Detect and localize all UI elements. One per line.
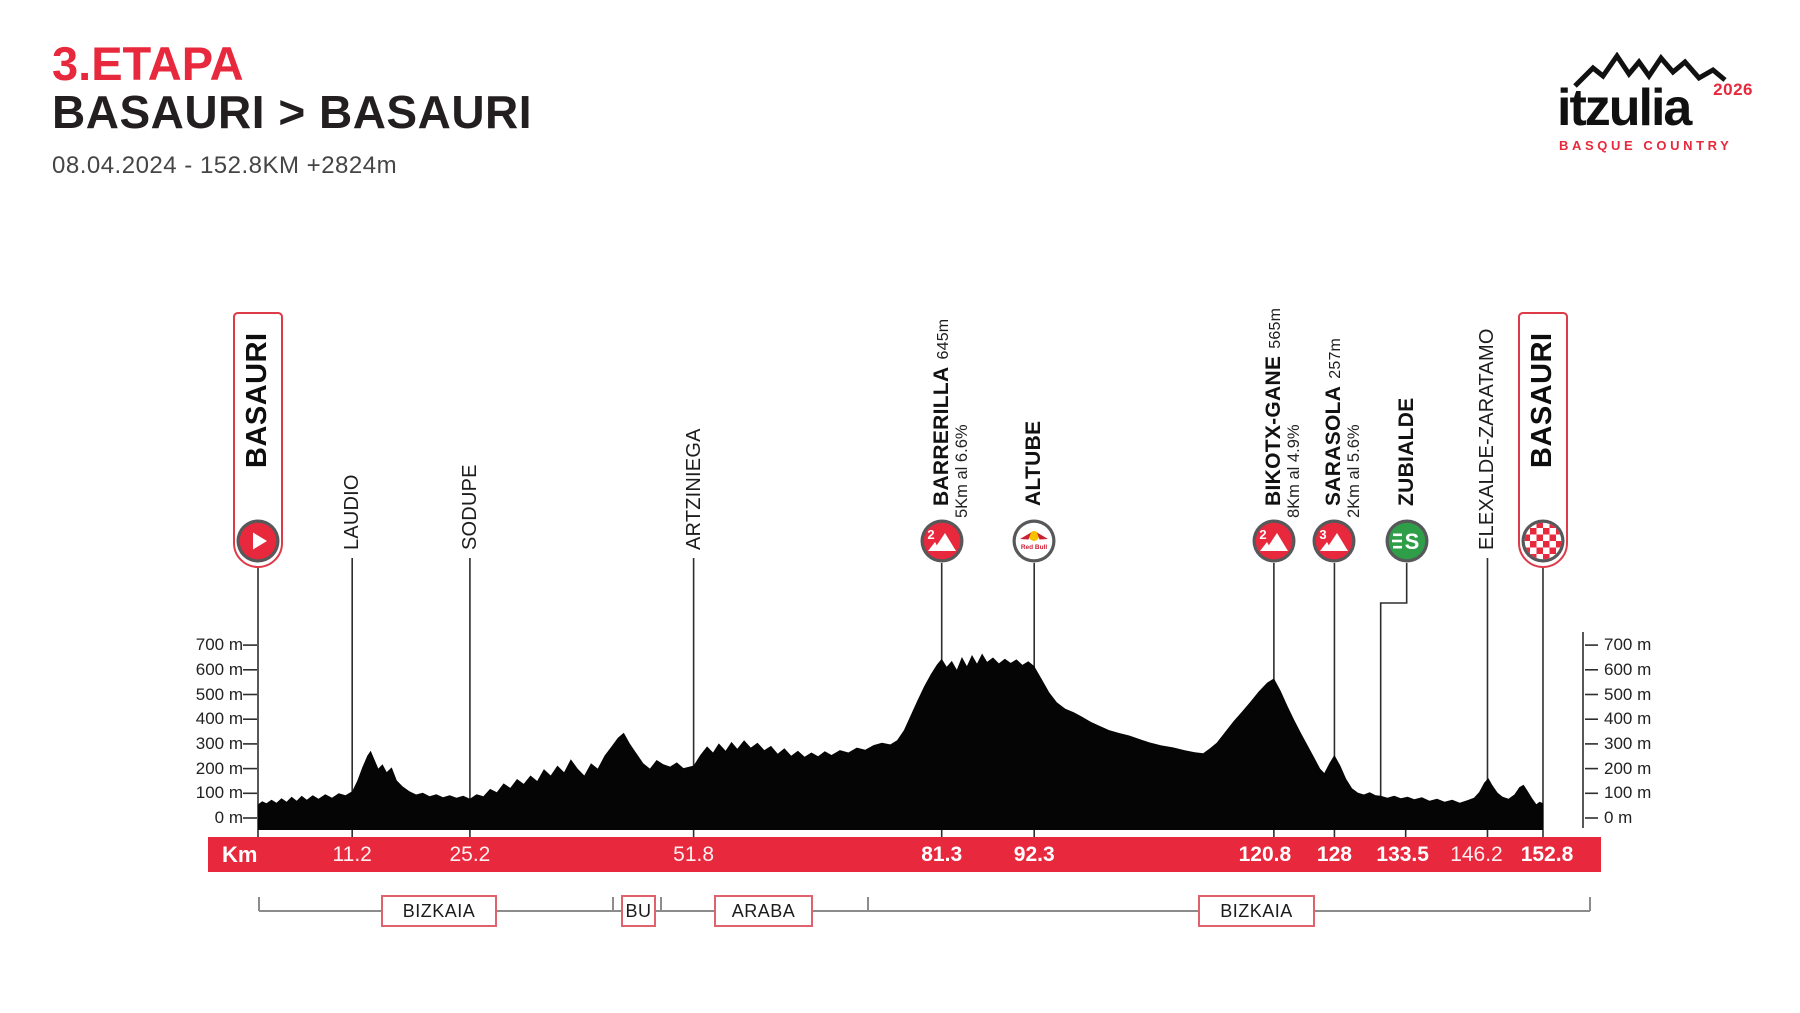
waypoint-label-zubialde: ZUBIALDE [1394, 397, 1418, 506]
elevation-label-right-0: 0 m [1604, 808, 1633, 827]
km-label-128: 128 [1316, 843, 1352, 866]
elevation-label-right-700: 700 m [1604, 635, 1652, 655]
km-label-51-8: 51.8 [673, 843, 715, 866]
waypoint-gradient-barrerilla: 5Km al 6.6% [952, 424, 971, 518]
elevation-label-right-600: 600 m [1604, 659, 1652, 679]
svg-text:2: 2 [1259, 527, 1266, 542]
svg-text:3: 3 [1320, 527, 1327, 542]
svg-text:2: 2 [927, 527, 934, 542]
sprint-icon: S [1383, 517, 1431, 565]
waypoint-label-basauri-finish: BASAURI [1525, 332, 1558, 468]
elevation-label-left-700: 700 m [195, 635, 243, 655]
elevation-label-left-300: 300 m [195, 733, 243, 753]
stage-details: 08.04.2024 - 152.8KM +2824m [52, 151, 398, 179]
elevation-label-left-600: 600 m [195, 659, 243, 679]
start-icon [234, 517, 282, 565]
km-label-25-2: 25.2 [449, 843, 491, 866]
elevation-label-left-0: 0 m [214, 808, 243, 827]
category-3-climb-icon: 3 [1310, 517, 1358, 565]
header: 3.ETAPA BASAURI > BASAURI 08.04.2024 - 1… [52, 40, 532, 180]
km-label-92-3: 92.3 [1013, 843, 1055, 866]
km-label-133-5: 133.5 [1376, 843, 1429, 866]
km-label-146-2: 146.2 [1450, 843, 1503, 866]
category-2-climb-icon: 2 [918, 517, 966, 565]
waypoint-label-artziniega: ARTZINIEGA [682, 428, 705, 550]
waypoint-elevation-sarasola: 257m [1327, 337, 1345, 379]
region-box-araba-2: ARABA [714, 895, 813, 927]
region-box-bizkaia-0: BIZKAIA [381, 895, 497, 927]
stage-route: BASAURI > BASAURI [52, 85, 533, 138]
waypoint-elevation-barrerilla: 645m [934, 318, 952, 360]
region-box-bu-1: BU [621, 895, 656, 927]
waypoint-gradient-sarasola: 2Km al 5.6% [1345, 424, 1364, 518]
waypoint-label-altube: ALTUBE [1022, 420, 1046, 506]
category-2-climb-icon: 2 [1250, 517, 1298, 565]
logo-wordmark: itzulia [1557, 79, 1692, 137]
waypoint-label-barrerilla: BARRERILLA645m [929, 318, 953, 506]
elevation-label-right-200: 200 m [1604, 758, 1652, 778]
elevation-label-right-500: 500 m [1604, 684, 1652, 704]
mountain-ridge-icon [1573, 52, 1727, 88]
km-label-152-8: 152.8 [1520, 843, 1574, 866]
km-axis-unit-label: Km [222, 842, 258, 867]
elevation-label-right-100: 100 m [1604, 783, 1652, 803]
km-label-11-2: 11.2 [332, 843, 372, 866]
waypoint-elevation-bikotx-gane: 565m [1266, 307, 1284, 349]
waypoint-label-laudio: LAUDIO [341, 474, 364, 550]
logo-subtitle: BASQUE COUNTRY [1559, 138, 1733, 153]
elevation-label-right-400: 400 m [1604, 709, 1652, 729]
region-box-bizkaia-3: BIZKAIA [1198, 895, 1315, 927]
waypoint-label-sodupe: SODUPE [458, 464, 481, 550]
waypoint-label-bikotx-gane: BIKOTX-GANE565m [1261, 307, 1285, 506]
km-label-120-8: 120.8 [1238, 843, 1292, 866]
elevation-label-left-100: 100 m [195, 783, 243, 803]
elevation-label-left-200: 200 m [195, 758, 243, 778]
elevation-label-right-300: 300 m [1604, 733, 1652, 753]
waypoint-line-zubialde [1379, 563, 1408, 837]
itzulia-logo: 2026 itzulia BASQUE COUNTRY [1545, 50, 1755, 175]
logo-year: 2026 [1713, 80, 1753, 99]
svg-text:Red Bull: Red Bull [1021, 544, 1048, 551]
waypoint-label-basauri-start: BASAURI [241, 332, 273, 468]
svg-text:S: S [1404, 529, 1419, 554]
waypoint-label-elexalde-zaratamo: ELEXALDE-ZARATAMO [1476, 328, 1499, 550]
finish-icon [1519, 517, 1567, 565]
elevation-profile-area [258, 653, 1543, 830]
stage-number: 3.ETAPA [52, 37, 244, 90]
elevation-label-left-500: 500 m [195, 684, 243, 704]
waypoint-gradient-bikotx-gane: 8Km al 4.9% [1284, 424, 1303, 518]
elevation-label-left-400: 400 m [195, 709, 243, 729]
km-label-81-3: 81.3 [921, 843, 963, 866]
feed-zone-icon: Red Bull [1010, 517, 1058, 565]
km-axis-bar: Km 11.2 25.2 51.8 81.3 92.3 120.8 128 133.5 146.2… [208, 837, 1601, 872]
waypoint-label-sarasola: SARASOLA257m [1322, 337, 1346, 506]
